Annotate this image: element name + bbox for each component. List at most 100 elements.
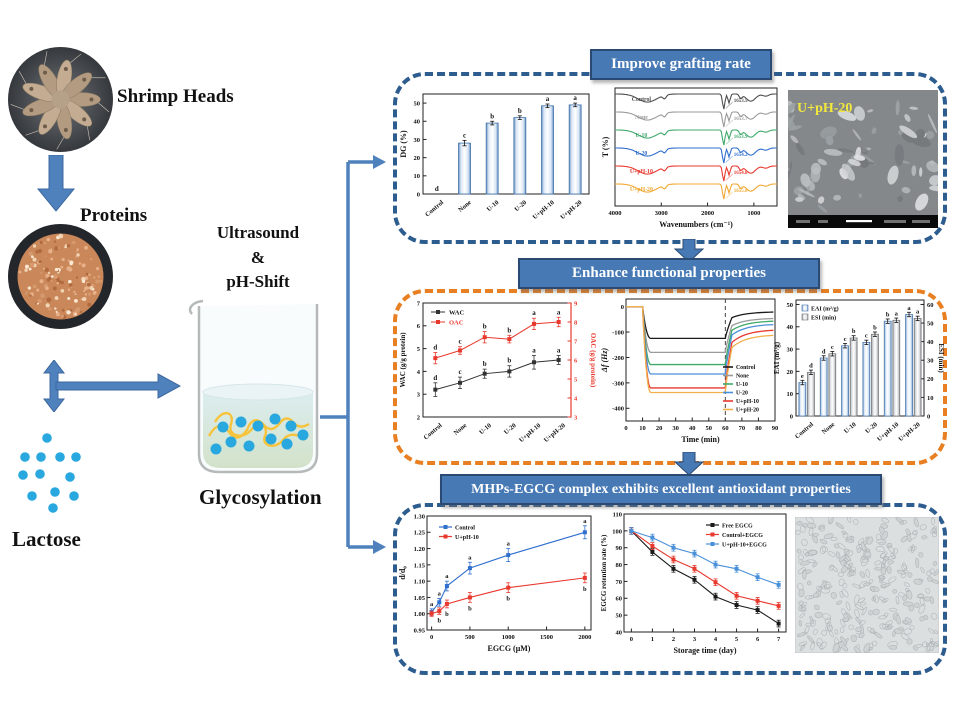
svg-text:Control: Control [455,525,475,531]
svg-text:U-20: U-20 [635,151,647,157]
proteins-label: Proteins [80,205,148,226]
svg-text:b: b [483,360,487,368]
svg-text:U+pH-10: U+pH-10 [518,422,542,444]
beaker-illustration [188,299,319,474]
svg-text:0.95: 0.95 [414,627,426,634]
lactose-label: Lactose [12,527,81,551]
eai-esi-bar-chart: 0 10 20 30 40 50 0 10 20 30 40 50 60 EAI (m²/g) ESI (m… [772,290,945,460]
svg-text:d: d [822,348,826,355]
svg-text:80: 80 [755,425,762,432]
svg-text:Control: Control [424,199,445,218]
svg-text:0: 0 [624,425,627,432]
svg-text:0: 0 [630,636,633,643]
svg-text:d: d [809,363,813,370]
svg-text:d/d₀: d/d₀ [398,566,407,580]
svg-text:U+pH-20: U+pH-20 [897,421,921,443]
svg-text:60: 60 [616,596,623,603]
svg-text:U+pH-10: U+pH-10 [455,535,479,541]
svg-text:-100: -100 [612,329,624,336]
svg-text:EAI (m²/g): EAI (m²/g) [811,305,839,312]
svg-text:10: 10 [639,425,646,432]
panel-grafting-header: Improve grafting rate [590,49,772,80]
svg-text:1500: 1500 [540,634,553,641]
svg-text:7: 7 [777,636,781,643]
svg-text:70: 70 [739,425,746,432]
svg-text:5: 5 [417,346,421,353]
svg-text:4: 4 [417,369,421,376]
panel-antioxidant [393,503,947,675]
svg-text:20: 20 [414,155,421,162]
svg-text:1.05: 1.05 [414,595,426,602]
panel-antioxidant-title: MHPs-EGCG complex exhibits excellent ant… [471,481,851,497]
ultrasound-line-2: & [250,247,266,267]
protein-powder-photo [8,224,113,329]
frequency-shift-chart: 0 10 20 30 40 50 60 70 80 90 0 -100 -200 -300 -400 Time… [598,293,780,457]
svg-text:4: 4 [714,636,718,643]
ultrasound-line-1: Ultrasound [216,223,300,242]
svg-text:U+pH-20: U+pH-20 [543,422,567,444]
svg-text:0: 0 [790,413,793,420]
svg-text:50: 50 [927,320,934,327]
svg-text:a: a [438,590,442,597]
svg-text:b: b [852,328,856,335]
panel-antioxidant-header: MHPs-EGCG complex exhibits excellent ant… [440,474,882,505]
svg-text:Δf (Hz): Δf (Hz) [600,347,609,373]
svg-text:U+pH-10: U+pH-10 [532,199,556,221]
svg-text:ESI (min): ESI (min) [811,314,836,321]
svg-text:90: 90 [772,425,779,432]
svg-text:U-10: U-10 [635,133,647,139]
svg-text:3: 3 [693,636,697,643]
svg-text:None: None [457,199,473,214]
svg-text:c: c [458,338,461,346]
svg-text:DG (%): DG (%) [399,130,408,158]
svg-text:500: 500 [465,634,475,641]
svg-text:U-20: U-20 [513,199,528,213]
beaker-spout [188,299,204,315]
svg-text:2: 2 [417,414,420,421]
svg-text:1.10: 1.10 [414,579,425,586]
panel-flow-arrow-icon [674,452,704,476]
ultrasound-line-3: pH-Shift [226,272,290,292]
svg-text:b: b [483,323,487,331]
svg-text:WAC: WAC [449,309,464,316]
svg-text:-300: -300 [612,380,624,387]
exchange-arrow-icon [42,360,182,412]
svg-text:None: None [635,115,648,121]
svg-text:60: 60 [927,302,934,309]
svg-text:a: a [532,346,536,354]
svg-text:50: 50 [787,302,794,309]
svg-text:40: 40 [787,324,794,331]
panel-functional-title: Enhance functional properties [572,265,766,281]
dg-bar-chart: 0 10 20 30 40 50 DG (%) d Control c None b U-10 b U-20… [397,84,597,236]
svg-text:c: c [844,336,847,343]
particle-size-ratio-chart: 0 500 1000 1500 2000 0.95 1.00 1.05 1.10 1.15 1.20… [397,510,599,666]
svg-text:ESI (min): ESI (min) [937,343,944,373]
svg-text:0: 0 [417,191,420,198]
panel-functional-header: Enhance functional properties [518,258,820,289]
svg-text:20: 20 [787,369,794,376]
glycosylation-label: Glycosylation [199,485,322,509]
svg-text:a: a [907,305,911,312]
svg-text:U+pH-20: U+pH-20 [630,187,653,193]
svg-text:1653.5: 1653.5 [734,99,748,104]
svg-text:d: d [433,343,437,351]
svg-text:40: 40 [616,629,623,636]
svg-text:1653.7: 1653.7 [734,117,748,122]
svg-text:50: 50 [706,425,713,432]
svg-text:U+pH-20: U+pH-20 [736,408,759,414]
svg-text:a: a [445,573,449,580]
svg-text:U-20: U-20 [736,391,748,397]
shrimp-heads-label: Shrimp Heads [117,86,234,107]
svg-text:e: e [801,373,804,380]
svg-text:4000: 4000 [609,210,622,217]
svg-text:5: 5 [735,636,739,643]
svg-text:6: 6 [756,636,760,643]
svg-text:1000: 1000 [747,210,760,217]
svg-text:3: 3 [417,392,421,399]
svg-text:40: 40 [689,425,696,432]
svg-text:50: 50 [414,100,421,107]
ultrasound-label: Ultrasound & pH-Shift [198,221,318,295]
svg-text:110: 110 [613,511,622,518]
svg-text:9: 9 [574,300,578,307]
svg-text:30: 30 [672,425,679,432]
